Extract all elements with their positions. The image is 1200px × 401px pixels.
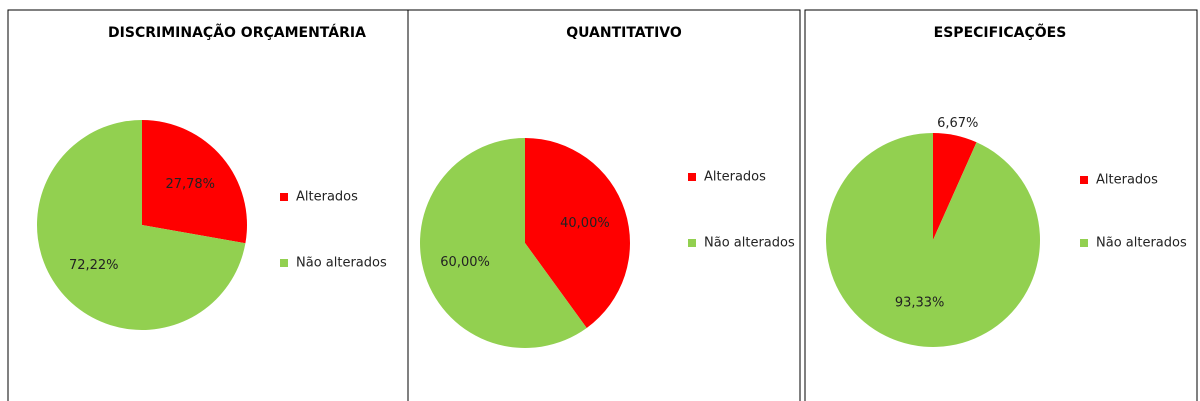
legend-swatch (688, 173, 696, 181)
chart-title: QUANTITATIVO (566, 25, 682, 41)
legend-swatch (1080, 176, 1088, 184)
pie-slice (37, 120, 246, 330)
legend-label: Não alterados (296, 256, 387, 271)
data-label: 6,67% (937, 116, 978, 131)
legend-swatch (280, 193, 288, 201)
pie-slice (420, 138, 587, 348)
pie-slice (525, 138, 631, 328)
legend-swatch (1080, 239, 1088, 247)
data-label: 40,00% (560, 216, 610, 231)
legend-label: Alterados (704, 170, 766, 185)
legend-label: Não alterados (1096, 236, 1187, 251)
data-label: 93,33% (895, 295, 945, 310)
pie-slice (142, 120, 248, 244)
data-label: 60,00% (440, 255, 490, 270)
legend-label: Alterados (1096, 173, 1158, 188)
chart-title: DISCRIMINAÇÃO ORÇAMENTÁRIA (108, 24, 366, 41)
data-label: 72,22% (69, 258, 119, 273)
data-label: 27,78% (165, 177, 215, 192)
legend-label: Não alterados (704, 236, 795, 251)
legend-label: Alterados (296, 190, 358, 205)
pie-slice (826, 133, 1040, 347)
chart-title: ESPECIFICAÇÕES (934, 23, 1067, 41)
legend-swatch (280, 259, 288, 267)
panel (804, 9, 1198, 401)
pie-slice (933, 133, 977, 240)
panel (407, 9, 801, 401)
legend-swatch (688, 239, 696, 247)
